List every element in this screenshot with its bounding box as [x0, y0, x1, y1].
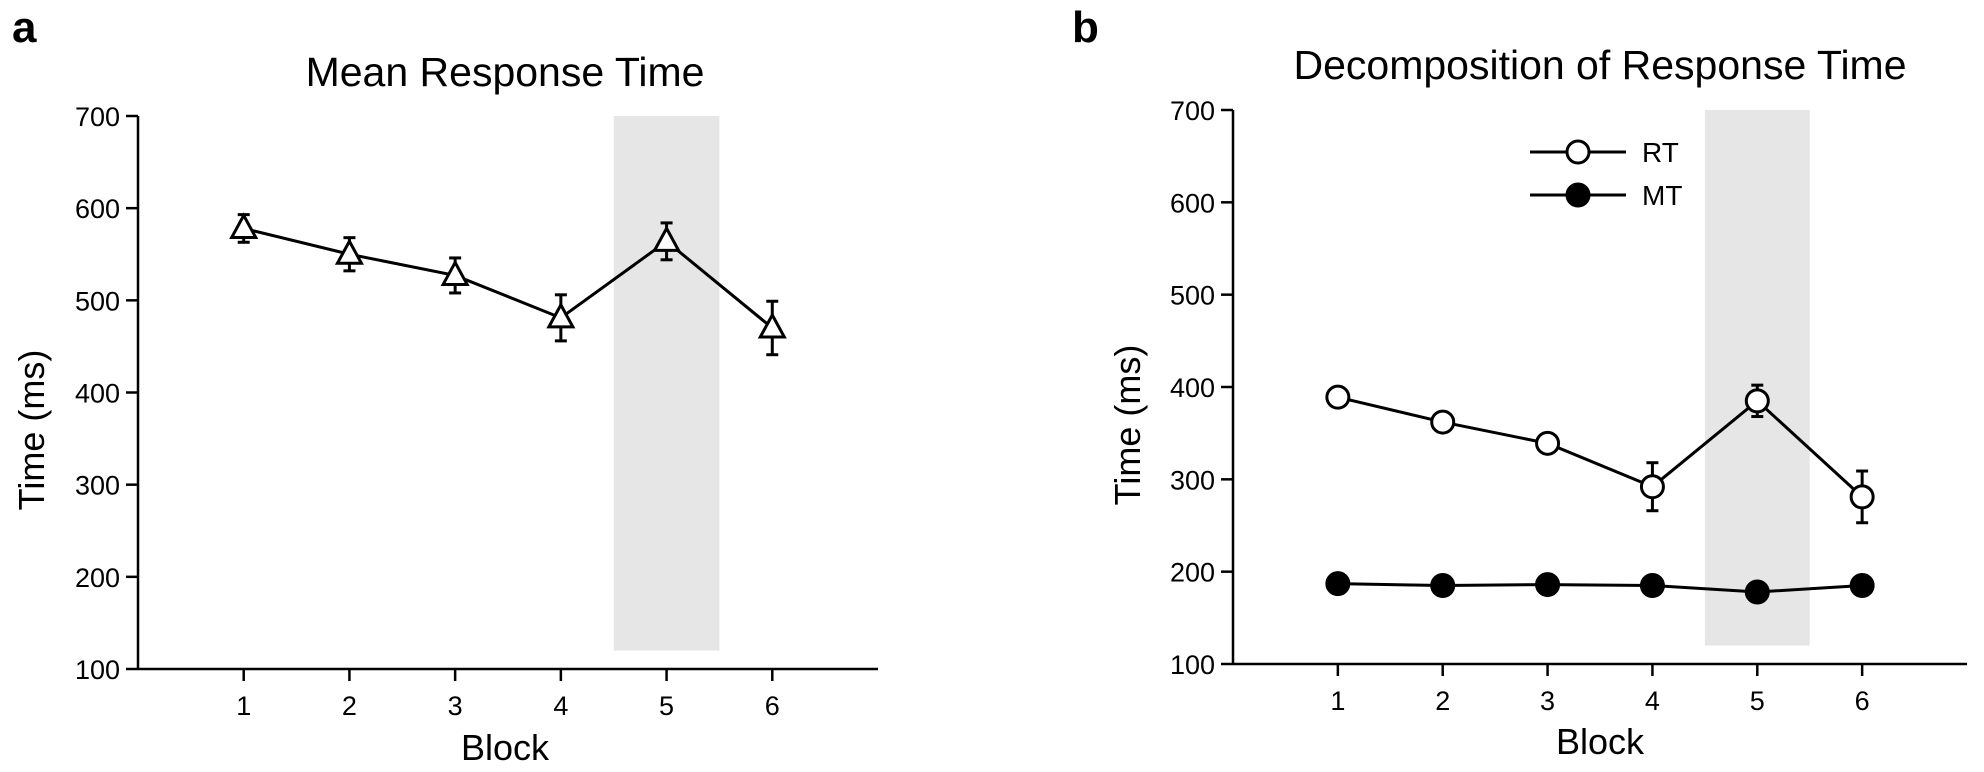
legend-rt-label: RT — [1642, 137, 1679, 168]
panel-a-x-axis-label: Block — [461, 727, 550, 768]
panel-b-data-point-mt — [1430, 573, 1456, 599]
panel-a-letter: a — [12, 3, 37, 52]
panel-a-data-point — [652, 225, 682, 252]
panel-a-plot-area: 700 600 500 400 300 200 100 1 2 3 4 5 6 — [75, 102, 878, 721]
panel-a-x-tick-label: 1 — [236, 691, 251, 721]
panel-b-y-tick-label: 300 — [1170, 465, 1215, 495]
panel-b-data-point-mt — [1849, 573, 1875, 599]
panel-b-title: Decomposition of Response Time — [1293, 42, 1906, 88]
panel-b-data-point-mt — [1639, 573, 1665, 599]
panel-b-series-line-mt — [1337, 582, 1863, 594]
legend-mt-label: MT — [1642, 180, 1682, 211]
panel-b-y-tick-label: 200 — [1170, 558, 1215, 588]
panel-b-x-tick-label: 4 — [1645, 686, 1660, 716]
panel-b-x-tick-label: 5 — [1750, 686, 1765, 716]
legend-rt-marker — [1565, 139, 1591, 165]
panel-a-y-tick-label: 100 — [75, 655, 120, 685]
panel-a: a Mean Response Time Block Time (ms) 700… — [11, 3, 878, 768]
panel-a-x-tick-label: 6 — [765, 691, 780, 721]
panel-a-y-tick-label: 400 — [75, 379, 120, 409]
panel-a-y-tick-label: 600 — [75, 194, 120, 224]
panel-b-data-point-mt — [1325, 571, 1351, 597]
panel-b-data-point-rt — [1535, 430, 1561, 456]
panel-a-series-line-response-time — [243, 226, 774, 330]
panel-a-y-axis-label: Time (ms) — [11, 350, 52, 511]
panel-b-y-axis-label: Time (ms) — [1107, 345, 1148, 506]
panel-b-y-tick-label: 700 — [1170, 96, 1215, 126]
panel-b-x-tick-label: 3 — [1540, 686, 1555, 716]
panel-a-x-tick-label: 4 — [553, 691, 568, 721]
panel-b-x-tick-label: 6 — [1855, 686, 1870, 716]
panel-a-data-point — [546, 301, 576, 329]
panel-b-letter: b — [1072, 3, 1099, 52]
panel-b-data-point-rt — [1325, 384, 1351, 410]
panel-b-data-point-mt — [1535, 572, 1561, 598]
panel-a-y-tick-label: 200 — [75, 563, 120, 593]
panel-b-plot-area: 700 600 500 400 300 200 100 1 2 3 4 5 6 — [1170, 96, 1967, 716]
panel-b-y-tick-label: 400 — [1170, 373, 1215, 403]
panel-b-data-point-rt — [1744, 388, 1770, 414]
legend-mt-marker — [1565, 182, 1591, 208]
panel-a-title: Mean Response Time — [306, 49, 705, 95]
panel-b: b Decomposition of Response Time Block T… — [1072, 3, 1967, 762]
panel-b-x-tick-label: 2 — [1435, 686, 1450, 716]
panel-a-data-point — [440, 259, 470, 286]
panel-b-x-axis-label: Block — [1556, 721, 1645, 762]
panel-a-data-point — [229, 212, 259, 239]
panel-a-x-tick-label: 3 — [448, 691, 463, 721]
panel-a-y-tick-label: 300 — [75, 471, 120, 501]
panel-a-shaded-block — [613, 116, 720, 651]
panel-a-data-point — [334, 238, 364, 265]
panel-b-shaded-block — [1704, 110, 1810, 646]
panel-b-data-point-rt — [1849, 484, 1875, 510]
panel-b-data-point-mt — [1744, 579, 1770, 605]
panel-b-x-tick-label: 1 — [1330, 686, 1345, 716]
panel-b-data-point-rt — [1639, 474, 1665, 500]
panel-a-y-tick-label: 500 — [75, 286, 120, 316]
panel-b-series-line-rt — [1337, 395, 1864, 498]
panel-a-data-point — [757, 311, 787, 339]
panel-b-y-tick-label: 100 — [1170, 650, 1215, 680]
panel-b-data-point-rt — [1430, 409, 1456, 435]
panel-b-y-tick-label: 500 — [1170, 281, 1215, 311]
panel-a-x-tick-label: 2 — [342, 691, 357, 721]
panel-b-y-tick-label: 600 — [1170, 188, 1215, 218]
panel-a-y-tick-label: 700 — [75, 102, 120, 132]
panel-a-x-tick-label: 5 — [659, 691, 674, 721]
legend: RT MT — [1530, 137, 1682, 211]
